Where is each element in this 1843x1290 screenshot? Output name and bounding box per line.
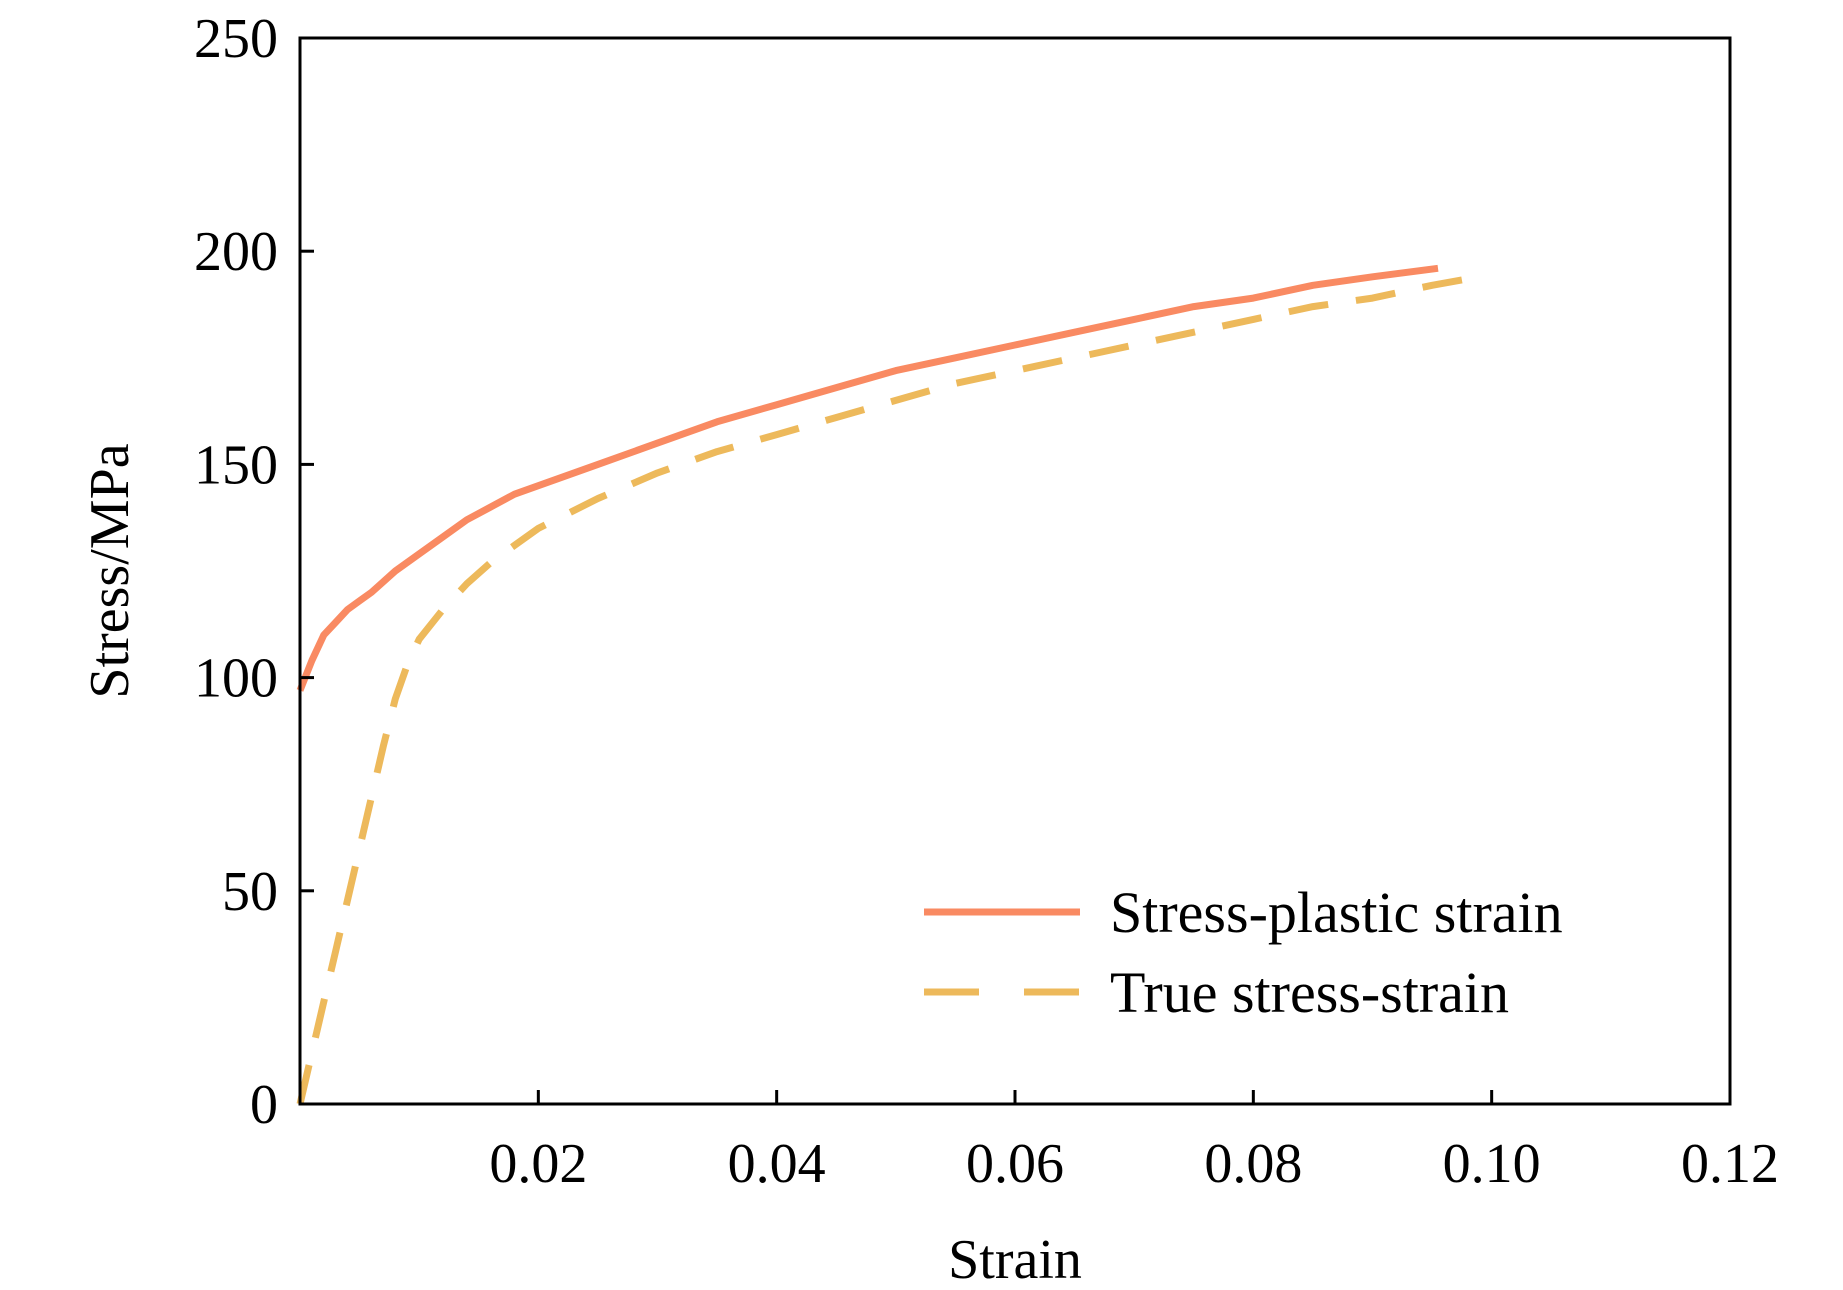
x-tick-label: 0.04 [728, 1133, 826, 1195]
legend-label: Stress-plastic strain [1110, 880, 1563, 945]
y-axis-title: Stress/MPa [79, 443, 141, 698]
y-tick-label: 200 [194, 221, 278, 283]
tick-layer: 0.02 0.04 0.06 0.08 0.10 0.12 0 50 100 150 200 250 [194, 8, 1779, 1195]
x-tick-label: 0.12 [1681, 1133, 1779, 1195]
y-tick-label: 50 [222, 861, 278, 923]
y-tick-label: 100 [194, 648, 278, 710]
legend: Stress-plastic strain True stress-strain [924, 880, 1563, 1025]
series-line-stress-plastic-strain [296, 264, 1439, 692]
y-tick-label: 250 [194, 8, 278, 70]
y-tick-label: 0 [250, 1074, 278, 1136]
y-tick-label: 150 [194, 434, 278, 496]
x-tick-label: 0.06 [966, 1133, 1064, 1195]
series-line-true-stress-strain [296, 273, 1481, 1105]
x-tick-label: 0.08 [1204, 1133, 1302, 1195]
x-tick-label: 0.10 [1443, 1133, 1541, 1195]
series-layer [296, 264, 1481, 1105]
legend-label: True stress-strain [1110, 960, 1509, 1025]
x-tick-label: 0.02 [489, 1133, 587, 1195]
x-axis-title: Strain [948, 1229, 1082, 1290]
